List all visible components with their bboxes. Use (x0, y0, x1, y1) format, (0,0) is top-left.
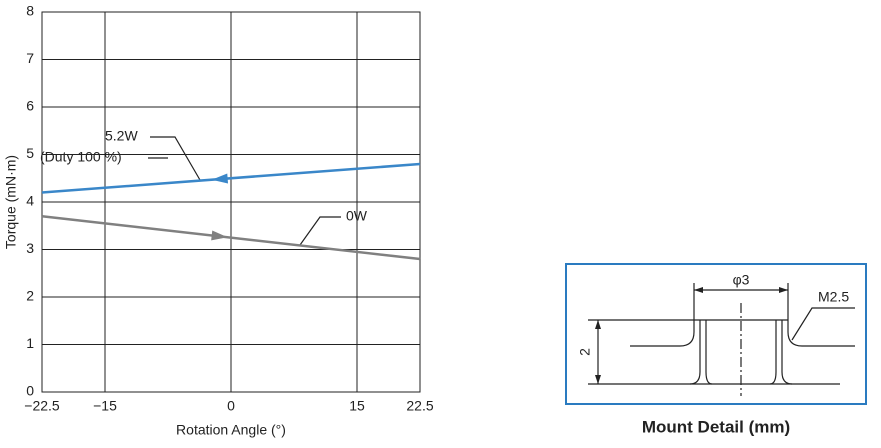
x-tick-label: −15 (93, 398, 117, 414)
arrow (211, 230, 228, 241)
mount-detail: φ3 2 M2.5 Mount Detail (mm) (565, 263, 867, 436)
diameter-label: φ3 (733, 272, 750, 288)
annotation: (Duty 100 %) (40, 149, 122, 165)
y-tick-label: 5 (26, 145, 34, 161)
y-tick-label: 1 (26, 335, 34, 351)
leader (150, 136, 201, 181)
series-label: 5.2W (105, 128, 138, 144)
detail-frame (565, 263, 867, 405)
y-tick-label: 0 (26, 383, 34, 399)
series-line (41, 162, 421, 194)
x-tick-label: −22.5 (24, 398, 60, 414)
arrow (211, 173, 229, 184)
y-tick-label: 2 (26, 288, 34, 304)
thread-label: M2.5 (818, 289, 849, 305)
y-tick-label: 6 (26, 98, 34, 114)
y-axis-label: Torque (mN·m) (3, 155, 19, 249)
y-tick-label: 4 (26, 193, 34, 209)
x-tick-label: 22.5 (406, 398, 433, 414)
height-label: 2 (577, 348, 593, 356)
x-axis-label: Rotation Angle (°) (176, 422, 286, 438)
x-tick-label: 0 (227, 398, 235, 414)
leader (299, 216, 341, 246)
series-line (41, 215, 421, 261)
y-tick-label: 8 (26, 3, 34, 19)
y-tick-label: 3 (26, 240, 34, 256)
y-tick-label: 7 (26, 50, 34, 66)
x-tick-label: 15 (349, 398, 365, 414)
detail-title: Mount Detail (mm) (642, 417, 790, 436)
